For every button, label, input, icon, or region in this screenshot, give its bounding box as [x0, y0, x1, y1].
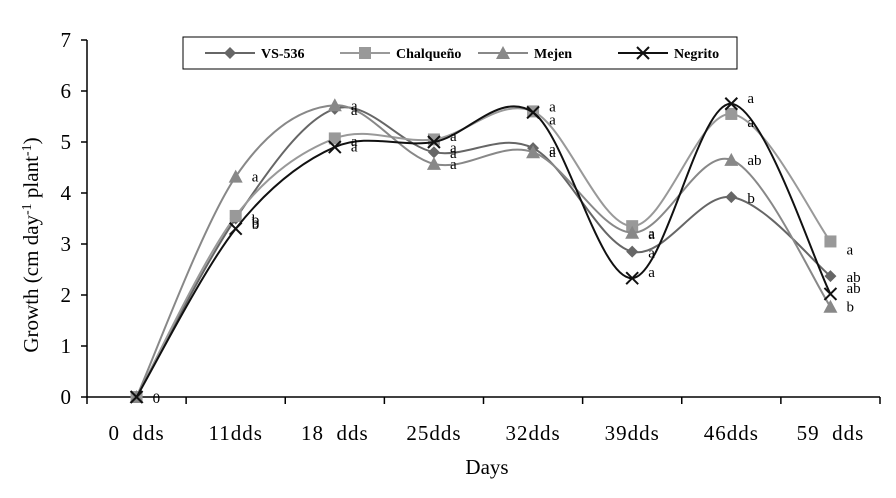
marker-stroke [328, 140, 342, 154]
data-point-mejen [823, 299, 838, 313]
data-point-chalque-o [725, 107, 738, 120]
marker-stroke [724, 97, 739, 111]
data-point-mejen [625, 225, 640, 239]
significance-label: a [549, 112, 556, 128]
significance-label: b [747, 191, 755, 207]
y-tick-label: 7 [61, 28, 72, 52]
significance-label: ab [747, 153, 761, 169]
significance-label: a [450, 140, 457, 156]
y-tick-label: 3 [61, 232, 72, 256]
marker-stroke [228, 221, 243, 236]
marker-stroke [823, 287, 838, 301]
data-point-negrito [526, 105, 540, 120]
data-point-vs-536 [626, 245, 639, 258]
significance-label: ab [846, 270, 860, 286]
legend-label: Chalqueño [396, 47, 461, 62]
legend-swatch-marker [359, 47, 371, 59]
significance-label: a [351, 98, 358, 114]
legend: VS-536 Chalqueño Mejen Negrito [182, 36, 738, 70]
y-tick-label: 5 [61, 130, 72, 154]
significance-label: 0 [153, 391, 161, 407]
x-axis-title: Days [465, 455, 508, 479]
data-point-chalque-o [427, 133, 440, 146]
legend-label: Mejen [534, 47, 572, 62]
significance-label: a [648, 227, 655, 243]
data-point-chalque-o [328, 132, 341, 145]
legend-label: Negrito [674, 47, 719, 62]
data-point-negrito [228, 221, 243, 236]
x-tick-label: 18 dds [301, 421, 369, 445]
data-point-mejen [526, 145, 541, 159]
y-tick-label: 1 [61, 334, 72, 358]
significance-label: a [846, 242, 853, 258]
significance-label: b [846, 300, 854, 316]
significance-label: a [549, 145, 556, 161]
significance-label: a [252, 170, 259, 186]
series-line-chalque-o [135, 107, 832, 398]
significance-label: ab [846, 281, 860, 297]
data-point-mejen [228, 169, 243, 183]
significance-label: a [450, 129, 457, 145]
data-point-negrito [625, 271, 639, 285]
data-point-mejen [426, 156, 441, 170]
marker-stroke [427, 135, 441, 149]
y-tick-label: 0 [61, 385, 72, 409]
significance-label: a [351, 134, 358, 150]
data-point-negrito [724, 97, 739, 111]
x-tick-label: 0 dds [108, 421, 164, 445]
significance-label: b [252, 216, 260, 232]
significance-label: a [351, 139, 358, 155]
series-line-negrito [135, 102, 832, 398]
legend-label: VS-536 [261, 47, 305, 62]
x-tick-label: 39dds [605, 421, 660, 445]
y-tick-label: 2 [61, 283, 72, 307]
x-tick-label: 32dds [505, 421, 560, 445]
data-point-mejen [724, 152, 739, 166]
series-line-vs-536 [135, 106, 832, 398]
significance-label: b [252, 217, 260, 233]
y-axis-title: Growth (cm day-1 plant-1) [19, 137, 43, 352]
axes-layer: 0 1 2 3 4 5 6 7 0 dds 11dds 18 dds 25dds 32dds 39dds 4… [61, 28, 881, 445]
y-tick-label: 6 [61, 79, 72, 103]
legend-swatch-marker [636, 46, 650, 60]
x-tick-label: 46dds [704, 421, 759, 445]
marker-stroke [129, 390, 144, 404]
significance-label: a [648, 246, 655, 262]
x-tick-label: 11dds [208, 421, 262, 445]
data-point-chalque-o [824, 235, 837, 248]
significance-label: a [351, 103, 358, 119]
marker-stroke [625, 271, 639, 285]
data-point-negrito [129, 390, 144, 404]
legend-swatch-marker [496, 46, 510, 59]
data-point-vs-536 [427, 146, 440, 159]
x-tick-label: 59 dds [797, 421, 865, 445]
marker-stroke [636, 46, 650, 60]
data-point-vs-536 [725, 191, 738, 204]
x-tick-label: 25dds [406, 421, 461, 445]
y-tick-label: 4 [61, 181, 72, 205]
data-point-negrito [823, 287, 838, 301]
significance-label: b [252, 213, 260, 229]
data-point-vs-536 [824, 270, 837, 283]
data-point-negrito [427, 135, 441, 149]
significance-label: a [747, 115, 754, 131]
significance-label: a [450, 157, 457, 173]
series-layer [129, 97, 838, 404]
data-point-mejen [327, 98, 342, 112]
data-point-chalque-o [229, 209, 242, 222]
marker-stroke [526, 105, 540, 120]
data-point-negrito [328, 140, 342, 154]
significance-label: a [648, 265, 655, 281]
legend-swatch-marker [224, 47, 236, 59]
significance-label: a [549, 99, 556, 115]
significance-label: a [747, 91, 754, 107]
significance-label: a [549, 142, 556, 158]
significance-label: a [450, 146, 457, 162]
significance-label: a [648, 226, 655, 242]
series-line-mejen [135, 104, 832, 398]
